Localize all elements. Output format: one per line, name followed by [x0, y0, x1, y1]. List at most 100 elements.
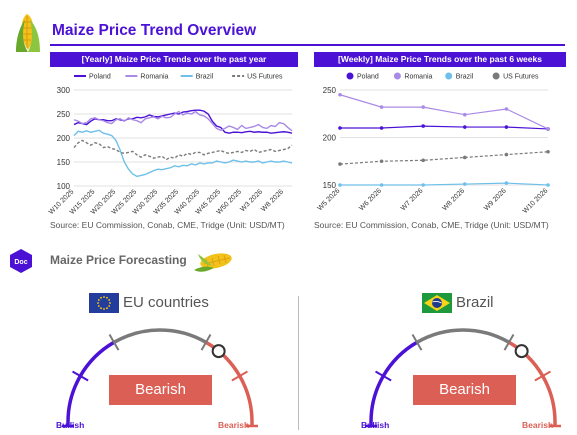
- eu-star: [97, 302, 99, 304]
- series-line-romania: [339, 94, 549, 130]
- legend-marker: [445, 72, 453, 80]
- yearly-source-note: Source: EU Commission, Conab, CME, Tridg…: [50, 220, 285, 230]
- data-point: [379, 126, 384, 130]
- legend-marker: [492, 72, 500, 80]
- data-point: [504, 125, 509, 129]
- gauge-needle-marker: [514, 344, 529, 359]
- series-line-us-futures: [73, 139, 293, 161]
- gauge-tick: [411, 334, 423, 351]
- y-tick-label: 100: [57, 182, 71, 191]
- y-tick-label: 150: [323, 181, 337, 190]
- eu-star: [100, 307, 102, 310]
- legend-label: US Futures: [247, 74, 283, 81]
- data-point: [338, 92, 342, 97]
- eu-star: [103, 308, 105, 310]
- eu-star: [108, 299, 111, 301]
- data-point: [421, 183, 425, 187]
- weekly-chart-title: [Weekly] Maize Price Trends over the pas…: [314, 52, 566, 67]
- data-point: [546, 127, 550, 131]
- legend-label: Brazil: [456, 74, 474, 81]
- eu-star: [103, 296, 105, 298]
- title-underline: [50, 44, 565, 46]
- data-point: [504, 152, 509, 157]
- data-point: [504, 107, 509, 111]
- data-point: [421, 105, 425, 109]
- x-tick-label: W6 2026: [358, 187, 383, 212]
- doc-badge-icon: Doc: [10, 249, 32, 273]
- data-point: [379, 159, 384, 164]
- yearly-chart-title: [Yearly] Maize Price Trends over the pas…: [50, 52, 298, 67]
- eu-signal-box: Bearish: [109, 375, 212, 405]
- data-point: [546, 183, 550, 187]
- eu-star: [97, 305, 100, 307]
- data-point: [379, 183, 384, 187]
- eu-star: [97, 299, 100, 301]
- brazil-flag-icon: [422, 293, 452, 313]
- legend-label: Poland: [89, 74, 111, 81]
- y-tick-label: 200: [57, 134, 71, 143]
- legend-label: Brazil: [196, 74, 214, 81]
- eu-star: [109, 302, 111, 304]
- series-line-romania: [73, 110, 293, 132]
- gauge-tick: [72, 370, 89, 382]
- gauge-neutral-arc: [416, 328, 510, 344]
- eu-star: [100, 296, 102, 299]
- x-tick-label: W8 2026: [260, 188, 285, 213]
- gauge-needle-marker: [211, 344, 226, 359]
- weekly-price-chart: 150 200 250 W5 2026 W6 2026 W7 2026 W8 2026 W9 …: [317, 72, 550, 215]
- brazil-country-label: Brazil: [456, 294, 494, 311]
- data-point: [546, 149, 550, 154]
- forecast-divider: [298, 296, 299, 430]
- eu-forecast-gauge: [62, 328, 258, 428]
- data-point: [463, 155, 467, 160]
- eu-bullish-label: Bullish: [56, 420, 85, 430]
- data-point: [463, 182, 467, 186]
- y-tick-label: 250: [323, 86, 337, 95]
- y-tick-label: 300: [57, 86, 71, 95]
- data-point: [379, 105, 384, 109]
- data-point: [504, 181, 509, 185]
- series-line-brazil: [73, 129, 293, 178]
- y-tick-label: 200: [323, 134, 337, 143]
- brazil-signal-box: Bearish: [413, 375, 516, 405]
- gauge-tick: [231, 370, 248, 382]
- y-tick-label: 250: [57, 110, 71, 119]
- legend-label: Romania: [404, 74, 432, 81]
- x-tick-label: W8 2026: [441, 187, 466, 212]
- gauge-bullish-arc: [369, 340, 418, 423]
- gauge-neutral-arc: [113, 328, 207, 344]
- eu-bearish-label: Bearish: [218, 420, 250, 430]
- eu-flag-icon: [89, 293, 119, 313]
- data-point: [338, 162, 342, 166]
- gauge-tick: [375, 370, 392, 382]
- gauge-tick: [534, 370, 551, 382]
- series-line-poland: [73, 109, 293, 134]
- legend-label: Poland: [357, 74, 379, 81]
- page-title: Maize Price Trend Overview: [52, 22, 257, 39]
- legend-marker: [393, 72, 401, 80]
- series-line-poland: [340, 125, 549, 130]
- series-line-us-futures: [339, 151, 549, 165]
- data-point: [463, 112, 467, 117]
- gauge-tick: [503, 334, 515, 351]
- data-point: [338, 126, 342, 130]
- brazil-forecast-gauge: [365, 328, 561, 428]
- data-point: [338, 183, 342, 187]
- gauge-tick: [200, 334, 212, 351]
- data-point: [421, 124, 425, 128]
- eu-star: [106, 307, 108, 310]
- legend-label: Romania: [140, 74, 168, 81]
- x-tick-label: W10 2026: [522, 187, 550, 215]
- eu-country-label: EU countries: [123, 294, 209, 311]
- weekly-source-note: Source: EU Commission, Conab, CME, Tridg…: [314, 220, 549, 230]
- legend-label: US Futures: [503, 74, 539, 81]
- eu-star: [108, 305, 111, 307]
- data-point: [463, 125, 467, 129]
- brazil-bullish-label: Bullish: [361, 420, 390, 430]
- forecast-title: Maize Price Forecasting: [50, 253, 187, 267]
- x-tick-label: W7 2026: [400, 187, 425, 212]
- x-tick-label: W9 2026: [483, 187, 508, 212]
- gauge-bullish-arc: [66, 340, 115, 423]
- x-tick-label: W5 2026: [317, 187, 342, 212]
